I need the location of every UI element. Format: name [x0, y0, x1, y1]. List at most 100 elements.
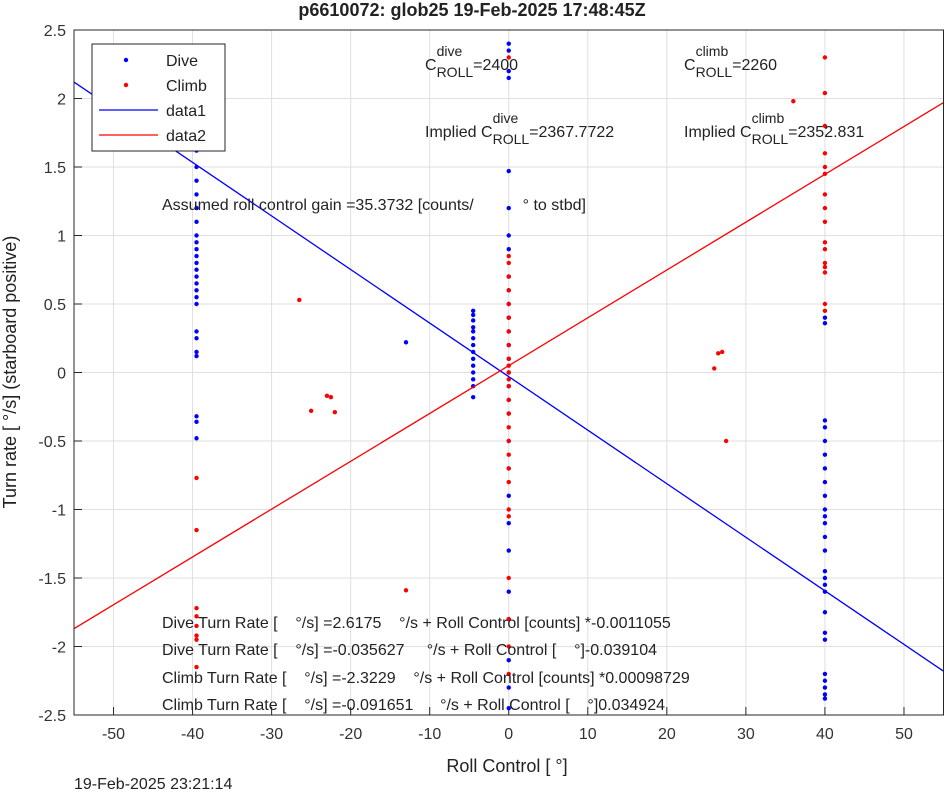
data-point [506, 425, 511, 430]
data-point [822, 260, 828, 266]
fit-line [74, 102, 944, 630]
data-point [194, 267, 199, 272]
data-point [194, 260, 199, 266]
x-tick-label: 20 [658, 726, 676, 743]
data-point [506, 514, 511, 519]
annotation-base: Implied C [684, 124, 752, 141]
x-tick-label: 40 [816, 726, 834, 743]
data-point [506, 329, 511, 334]
data-point [506, 644, 511, 649]
data-point [822, 696, 828, 701]
data-point [822, 301, 828, 307]
annotation: Implied Cdive ROLL=2367.7722 [425, 110, 614, 147]
data-point [822, 685, 828, 690]
data-point [822, 452, 828, 457]
y-tick-label: -1.5 [38, 571, 66, 588]
data-point [506, 507, 511, 512]
data-point [822, 418, 828, 423]
data-point [194, 219, 199, 224]
data-point [506, 75, 511, 81]
legend-label: data2 [166, 128, 206, 145]
data-point [506, 397, 511, 403]
data-point [194, 419, 199, 425]
data-point [506, 274, 511, 279]
y-tick-label: -0.5 [38, 434, 66, 451]
data-point [194, 329, 199, 334]
data-point [822, 123, 828, 129]
x-tick-label: 10 [579, 726, 597, 743]
data-point [822, 678, 828, 683]
data-point [822, 315, 828, 320]
data-point [822, 247, 828, 252]
legend-marker [123, 57, 129, 63]
data-point [506, 48, 511, 53]
data-point [194, 349, 199, 355]
data-point [506, 589, 511, 594]
data-point [403, 340, 409, 345]
data-point [822, 320, 828, 326]
data-point [194, 178, 199, 183]
x-tick-label: 50 [895, 726, 913, 743]
legend-marker [123, 82, 129, 88]
data-point [403, 588, 409, 593]
data-point [194, 205, 199, 211]
data-point [822, 493, 828, 498]
annotation-text: Climb Turn Rate [ °/s] =-2.3229 °/s + Ro… [162, 670, 690, 687]
y-tick-label: -2 [52, 640, 66, 657]
data-point [470, 312, 476, 318]
data-point [506, 55, 511, 60]
x-tick-label: -20 [339, 726, 362, 743]
annotation-sup: climb [752, 110, 785, 126]
data-point [194, 637, 199, 642]
data-point [470, 308, 476, 314]
data-point [822, 521, 828, 526]
annotation-sup: dive [493, 110, 519, 126]
data-point [194, 605, 199, 611]
data-point [470, 342, 476, 348]
data-point [822, 205, 828, 211]
data-point [297, 297, 302, 303]
data-point [506, 247, 511, 252]
y-tick-label: 1 [57, 229, 66, 246]
data-point [822, 692, 828, 697]
data-point [506, 705, 511, 711]
data-point [822, 164, 828, 170]
data-point [194, 527, 199, 533]
annotation-sub: ROLL [752, 131, 789, 147]
data-point [194, 414, 199, 419]
data-point [506, 452, 511, 457]
data-point [822, 534, 828, 540]
data-point [719, 349, 725, 355]
data-point [470, 363, 476, 368]
data-point [470, 377, 476, 382]
data-point [822, 582, 828, 588]
x-axis-label: Roll Control [ °] [446, 756, 567, 776]
annotation-text: =2367.7722 [529, 124, 614, 141]
data-point [822, 151, 828, 156]
data-point [194, 294, 199, 300]
data-point [822, 548, 828, 553]
data-point [194, 353, 199, 359]
data-point [194, 281, 199, 286]
data-point [506, 671, 511, 677]
data-point [470, 318, 476, 323]
data-point [506, 466, 511, 471]
x-tick-label: 0 [504, 726, 513, 743]
data-point [194, 233, 199, 238]
data-point [308, 408, 314, 414]
footer-timestamp: 19-Feb-2025 23:21:14 [74, 776, 232, 792]
data-point [822, 466, 828, 471]
data-point [328, 394, 334, 400]
data-point [506, 41, 511, 46]
data-point [822, 219, 828, 224]
annotation-text: Dive Turn Rate [ °/s] =2.6175 °/s + Roll… [162, 615, 671, 632]
annotation-sup: climb [696, 43, 729, 59]
data-point [506, 685, 511, 690]
data-point [822, 568, 828, 574]
data-point [506, 616, 511, 622]
legend: Dive Climb data1 data2 [91, 43, 226, 152]
data-point [506, 68, 511, 74]
